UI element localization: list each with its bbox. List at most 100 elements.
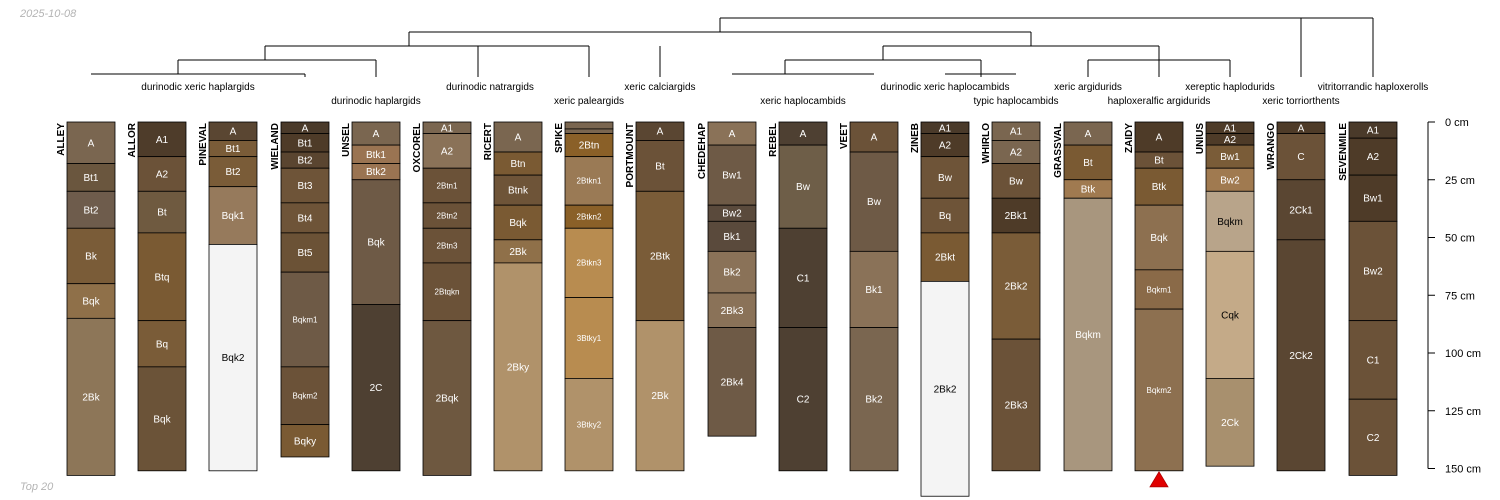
profile-name: SEVENMILE [1338,123,1349,181]
red-triangle-marker [1149,471,1169,488]
horizon-label: Bw1 [722,171,742,182]
axis-tick-label: 150 cm [1445,464,1481,476]
horizon-label: Btk1 [366,150,386,161]
horizon-label: A2 [939,141,952,152]
horizon-label: Bqkm1 [1147,285,1172,294]
taxa-labels: durinodic xeric haplargids durinodic hapl… [141,82,1428,107]
horizon-bqk [137,366,187,472]
horizon-2btqkn [422,262,472,322]
profile-name: WHIRLO [981,123,992,164]
profile-sevenmile: A1 A2 Bw1 Bw2 C1 C2 SEVENMILE [1338,121,1398,476]
horizon-label: Btq [154,272,169,283]
horizon-label: A [871,133,878,144]
horizon-a1 [564,121,614,130]
horizon-label: Bqk2 [222,353,245,364]
horizon-2bky [493,262,543,472]
horizon-label: 2Btn2 [437,211,458,220]
horizon-label: A [1085,129,1092,140]
profile-rebel: A Bw C1 C2 REBEL [768,121,828,472]
horizon-label: Bk2 [865,395,883,406]
horizon-label: A1 [939,123,952,134]
horizon-a [493,121,543,153]
horizon-label: Bt4 [297,213,312,224]
horizon-bt3 [280,167,330,204]
horizon-label: 2Btn1 [437,181,458,190]
horizon-label: Bk [85,251,98,262]
horizon-label: 2Ck1 [1289,205,1313,216]
taxon-label: xeric argidurids [1054,82,1122,93]
profile-wieland: A Bt1 Bt2 Bt3 Bt4 Bt5 Bqkm1 Bqkm2 Bqky WIELAND [270,121,330,458]
horizon-bqkm [1205,190,1255,252]
horizon-label: Bt1 [297,138,312,149]
horizon-label: 2Bk3 [721,306,744,317]
horizon-label: A [800,129,807,140]
profile-pineval: A Bt1 Bt2 Bqk1 Bqk2 PINEVAL [198,121,258,472]
taxon-label: xeric haplocambids [760,96,846,107]
profile-name: CHEDEHAP [697,123,708,179]
profile-unsel: A Btk1 Btk2 Bqk 2C UNSEL [341,121,401,472]
horizon-label: Bk2 [723,268,741,279]
horizon-label: A [373,129,380,140]
horizon-bqk [351,179,401,305]
horizon-2c [351,304,401,472]
horizon-bk1 [707,220,757,252]
horizon-label: Bk1 [865,285,883,296]
horizon-label: A1 [156,135,169,146]
profile-ricert: A Btn Btnk Bqk 2Bk 2Bky RICERT [483,121,543,472]
horizon-bq [920,197,970,234]
horizon-2bk3 [707,292,757,328]
horizon-label: 2Ck [1221,418,1240,429]
taxon-label: durinodic haplargids [331,96,421,107]
horizon-bt [635,140,685,192]
taxon-label: xeric paleargids [554,96,624,107]
taxon-label: xeric torriorthents [1262,96,1339,107]
taxon-label: haploxeralfic argidurids [1108,96,1211,107]
horizon-label: Bw [867,197,882,208]
horizon-label: Bqk [82,297,100,308]
horizon-label: Bt2 [83,205,98,216]
horizon-label: 3Btky1 [577,334,602,343]
profile-name: PORTMOUNT [625,123,636,187]
horizon-label: Btnk [508,186,529,197]
horizon-label: 2Bky [507,362,529,373]
horizon-btnk [493,174,543,206]
profile-name: RICERT [483,123,494,160]
profile-name: ALLEY [56,123,67,156]
profile-name: OXCOREL [412,123,423,172]
horizon-label: Cqk [1221,310,1240,321]
horizon-label: Bqkm1 [293,315,318,324]
horizon-bqkm [1063,197,1113,472]
horizon-label: Bw1 [1363,194,1383,205]
horizon-bt2 [66,190,116,229]
taxon-label: vitritorrandic haploxerolls [1318,82,1429,93]
horizon-label: 2Btn [579,141,600,152]
profile-name: ALLOR [127,122,138,157]
horizon-btk [1134,167,1184,206]
horizon-label: Bqkm2 [293,392,318,401]
horizon-label: 2Bqk [436,394,460,405]
horizon-2bk2 [991,232,1041,340]
horizon-bqkm2 [1134,308,1184,472]
horizon-label: 2Bk1 [1005,211,1028,222]
horizon-label: Bt2 [297,156,312,167]
horizon-2ck [1205,378,1255,467]
horizon-label: Btk [1152,182,1167,193]
horizon-label: A [729,129,736,140]
horizon-label: Btn [510,159,525,170]
horizon-label: Bw2 [1220,175,1240,186]
horizon-label: Bt [655,161,665,172]
horizon-label: A [515,133,522,144]
horizon-label: Bqk [509,218,527,229]
horizon-bt1 [66,163,116,192]
horizon-label: A [88,138,95,149]
timestamp: 2025-10-08 [20,8,77,20]
horizon-label: Btk [1081,184,1096,195]
horizon-cqk [1205,250,1255,379]
horizon-a [849,121,899,153]
horizon-label: 2Bk2 [934,384,957,395]
profile-chedehap: A Bw1 Bw2 Bk1 Bk2 2Bk3 2Bk4 CHEDEHAP [697,121,757,437]
horizon-a [66,121,116,164]
horizon-bk2 [707,250,757,294]
horizon-label: A2 [441,146,454,157]
